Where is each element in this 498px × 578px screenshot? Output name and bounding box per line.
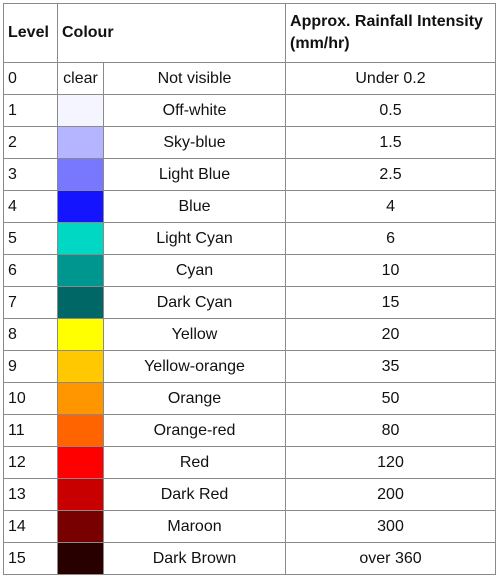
colour-name-cell: Dark Brown [102, 542, 287, 575]
level-cell: 7 [3, 286, 58, 319]
table-row: 3 Light Blue 2.5 [3, 158, 497, 191]
colour-name-cell: Cyan [102, 254, 287, 287]
colour-swatch [57, 350, 104, 383]
level-cell: 14 [3, 510, 58, 543]
level-cell: 15 [3, 542, 58, 575]
colour-name-cell: Yellow-orange [102, 350, 287, 383]
header-intensity: Approx. Rainfall Intensity (mm/hr) [285, 3, 497, 63]
table-row: 2 Sky-blue 1.5 [3, 126, 497, 159]
colour-swatch: clear [57, 62, 104, 95]
table-row: 12 Red 120 [3, 446, 497, 479]
level-cell: 3 [3, 158, 58, 191]
colour-swatch [57, 478, 104, 511]
level-cell: 11 [3, 414, 58, 447]
intensity-cell: 10 [285, 254, 497, 287]
colour-name-cell: Blue [102, 190, 287, 223]
table-row: 11 Orange-red 80 [3, 414, 497, 447]
colour-swatch [57, 94, 104, 127]
level-cell: 8 [3, 318, 58, 351]
intensity-cell: 35 [285, 350, 497, 383]
intensity-cell: 0.5 [285, 94, 497, 127]
colour-swatch [57, 382, 104, 415]
intensity-cell: 4 [285, 190, 497, 223]
colour-swatch [57, 190, 104, 223]
table-row: 0 clear Not visible Under 0.2 [3, 62, 497, 95]
table-row: 15 Dark Brown over 360 [3, 542, 497, 575]
level-cell: 9 [3, 350, 58, 383]
table-header-row: Level Colour Approx. Rainfall Intensity … [3, 3, 497, 63]
table-row: 5 Light Cyan 6 [3, 222, 497, 255]
table-row: 7 Dark Cyan 15 [3, 286, 497, 319]
level-cell: 2 [3, 126, 58, 159]
level-cell: 1 [3, 94, 58, 127]
header-colour: Colour [56, 3, 287, 63]
colour-name-cell: Off-white [102, 94, 287, 127]
intensity-cell: 120 [285, 446, 497, 479]
colour-swatch [57, 254, 104, 287]
table-row: 10 Orange 50 [3, 382, 497, 415]
colour-swatch [57, 542, 104, 575]
level-cell: 6 [3, 254, 58, 287]
header-level: Level [3, 3, 58, 63]
colour-name-cell: Light Cyan [102, 222, 287, 255]
colour-swatch [57, 318, 104, 351]
table-row: 14 Maroon 300 [3, 510, 497, 543]
table-row: 13 Dark Red 200 [3, 478, 497, 511]
table-row: 1 Off-white 0.5 [3, 94, 497, 127]
intensity-cell: 50 [285, 382, 497, 415]
intensity-cell: 2.5 [285, 158, 497, 191]
colour-swatch [57, 414, 104, 447]
intensity-cell: over 360 [285, 542, 497, 575]
rainfall-colour-table: Level Colour Approx. Rainfall Intensity … [3, 3, 497, 575]
colour-swatch [57, 446, 104, 479]
table-row: 6 Cyan 10 [3, 254, 497, 287]
level-cell: 13 [3, 478, 58, 511]
table-row: 4 Blue 4 [3, 190, 497, 223]
colour-name-cell: Maroon [102, 510, 287, 543]
intensity-cell: 6 [285, 222, 497, 255]
level-cell: 5 [3, 222, 58, 255]
intensity-cell: Under 0.2 [285, 62, 497, 95]
intensity-cell: 1.5 [285, 126, 497, 159]
colour-name-cell: Not visible [102, 62, 287, 95]
colour-swatch [57, 222, 104, 255]
colour-name-cell: Orange-red [102, 414, 287, 447]
colour-name-cell: Red [102, 446, 287, 479]
intensity-cell: 15 [285, 286, 497, 319]
intensity-cell: 200 [285, 478, 497, 511]
colour-swatch [57, 126, 104, 159]
colour-name-cell: Orange [102, 382, 287, 415]
colour-name-cell: Dark Red [102, 478, 287, 511]
level-cell: 4 [3, 190, 58, 223]
table-row: 8 Yellow 20 [3, 318, 497, 351]
level-cell: 12 [3, 446, 58, 479]
colour-swatch [57, 510, 104, 543]
intensity-cell: 20 [285, 318, 497, 351]
colour-swatch [57, 158, 104, 191]
colour-name-cell: Light Blue [102, 158, 287, 191]
colour-name-cell: Yellow [102, 318, 287, 351]
intensity-cell: 300 [285, 510, 497, 543]
colour-name-cell: Sky-blue [102, 126, 287, 159]
colour-swatch [57, 286, 104, 319]
intensity-cell: 80 [285, 414, 497, 447]
table-row: 9 Yellow-orange 35 [3, 350, 497, 383]
colour-name-cell: Dark Cyan [102, 286, 287, 319]
level-cell: 10 [3, 382, 58, 415]
level-cell: 0 [3, 62, 58, 95]
